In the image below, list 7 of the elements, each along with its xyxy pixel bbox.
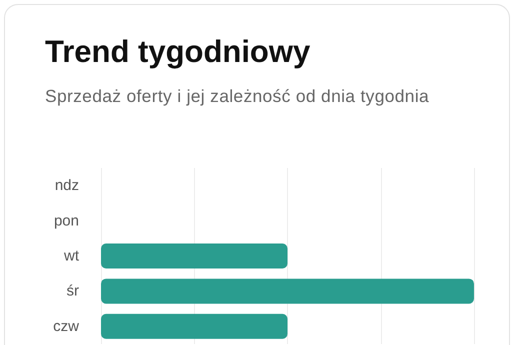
y-tick-label: pon <box>54 212 79 230</box>
y-tick-label: ndz <box>54 177 79 194</box>
chart-subtitle: Sprzedaż oferty i jej zależność od dnia tygodnia <box>45 85 430 108</box>
chart-title: Trend tygodniowy <box>45 34 310 70</box>
y-tick-label: śr <box>66 282 79 300</box>
y-tick-label: czw <box>53 318 80 335</box>
y-tick-label: wt <box>63 248 80 264</box>
